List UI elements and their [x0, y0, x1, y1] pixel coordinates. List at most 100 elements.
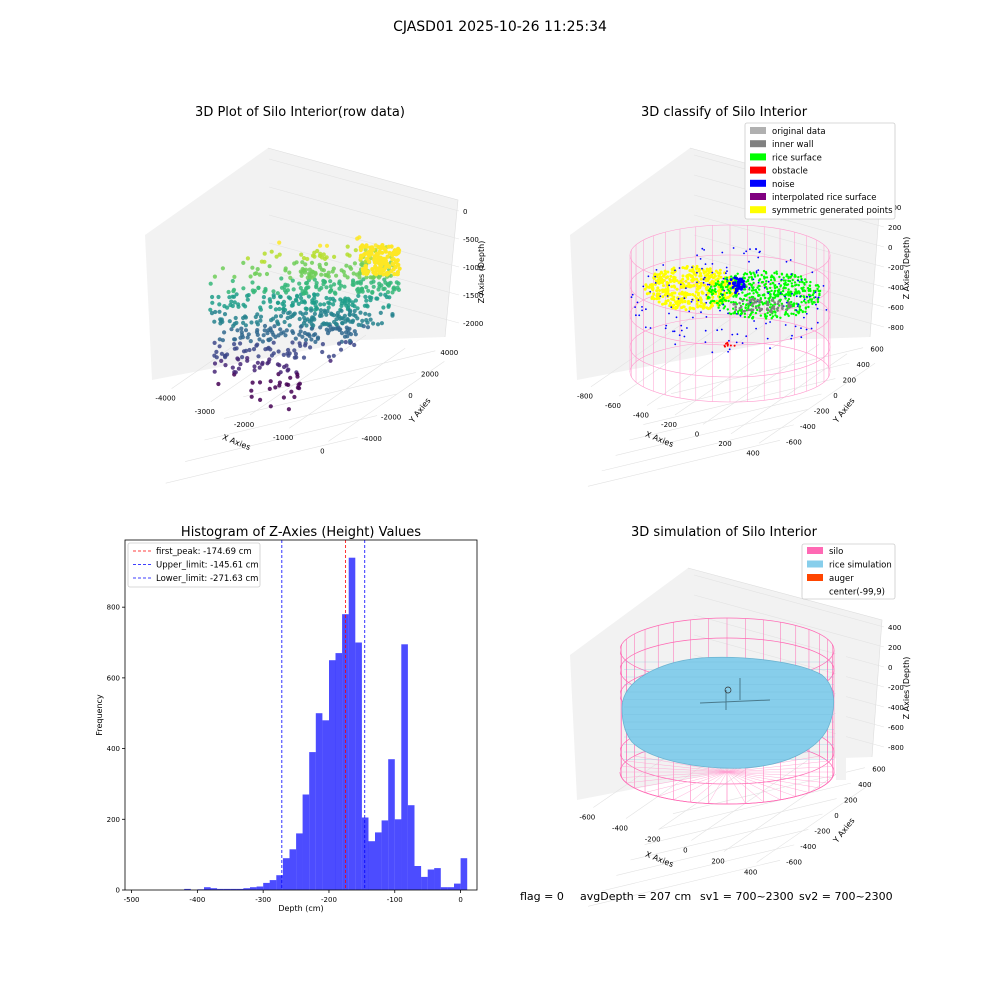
classify-symmetric-point — [668, 304, 672, 308]
histogram-legend-label: first_peak: -174.69 cm — [156, 547, 252, 557]
raw-z-tick-label: 0 — [463, 208, 467, 216]
histogram-bar — [243, 888, 250, 890]
classify-symmetric-point — [645, 292, 649, 296]
classify-rice-point — [801, 310, 804, 313]
raw-point — [313, 303, 318, 308]
classify-symmetric-point — [644, 283, 648, 287]
histogram-bar — [460, 858, 468, 890]
classify-noise-point — [705, 301, 708, 304]
classify-symmetric-point — [723, 283, 727, 287]
simulation-silo-floor-spoke — [626, 771, 728, 784]
classify-symmetric-point — [695, 287, 699, 291]
raw-point — [315, 335, 321, 340]
classify-rice-point — [790, 300, 793, 304]
cls-x-gridline — [618, 315, 736, 397]
cls-z-tick-label: 200 — [888, 224, 901, 232]
classify-rice-point — [751, 311, 754, 314]
simulation-legend-swatch — [807, 560, 823, 568]
classify-noise-point — [757, 256, 760, 259]
raw-point — [347, 338, 353, 343]
classify-wall-point — [738, 307, 742, 310]
raw-point — [268, 347, 273, 352]
classify-obstacle-point — [733, 344, 736, 347]
classify-rice-point — [726, 285, 729, 288]
classify-rice-point — [744, 306, 747, 309]
classify-noise-point — [817, 296, 820, 299]
classify-rice-point — [775, 315, 779, 319]
classify-rice-point — [718, 283, 721, 287]
raw-point — [277, 240, 282, 245]
histogram-y-tick-label: 0 — [116, 887, 120, 895]
raw-point — [300, 289, 305, 294]
classify-noise-point — [672, 330, 674, 333]
classify-rice-point — [744, 294, 747, 297]
raw-point — [302, 330, 307, 336]
classify-symmetric-point — [719, 275, 723, 279]
classify-rice-point — [769, 286, 772, 290]
classify-noise-point — [688, 310, 691, 313]
simulation-legend-label: center(-99,9) — [829, 588, 885, 598]
classify-wall-point — [754, 300, 758, 304]
classify-noise-point — [767, 292, 770, 295]
raw-point — [361, 324, 366, 329]
classify-symmetric-point — [652, 292, 656, 296]
classify-rice-point — [769, 282, 772, 286]
histogram-bar — [263, 882, 270, 890]
raw-point — [220, 338, 225, 343]
raw-point — [334, 317, 339, 322]
classify-rice-point — [778, 304, 781, 307]
classify-noise-point — [755, 248, 757, 251]
raw-point — [267, 357, 272, 362]
classify-symmetric-point — [723, 291, 727, 295]
classify-noise-point — [752, 278, 755, 281]
classify-noise-point — [791, 292, 793, 295]
classify-noise-point — [654, 282, 657, 284]
classify-symmetric-point — [657, 281, 661, 285]
classify-legend-label: original data — [772, 127, 826, 137]
classify-noise-point — [700, 311, 702, 314]
classify-noise-point — [686, 327, 688, 329]
raw-point — [337, 327, 342, 333]
classify-symmetric-point — [661, 274, 665, 278]
simulation-silo-floor-spoke — [726, 766, 833, 773]
classify-noise-point — [780, 278, 783, 281]
raw-point — [257, 272, 262, 277]
raw-point — [269, 249, 274, 254]
classify-noise-point — [641, 306, 643, 308]
raw-point — [338, 347, 344, 352]
classify-symmetric-point — [663, 269, 667, 273]
cls-y-gridline — [601, 424, 794, 472]
raw-point — [281, 307, 286, 312]
histogram-bar — [440, 887, 448, 890]
classify-noise-point — [735, 284, 739, 288]
classify-noise-point — [729, 278, 733, 282]
raw-point — [387, 250, 392, 256]
classify-wall-point — [772, 305, 776, 308]
classify-symmetric-point — [695, 284, 699, 288]
raw-point — [339, 303, 344, 308]
classify-noise-point — [703, 276, 706, 279]
classify-legend-label: inner wall — [772, 140, 813, 150]
histogram-reference-lines — [281, 540, 366, 890]
classify-rice-point — [748, 296, 751, 299]
classify-symmetric-point — [699, 277, 703, 281]
raw-point — [390, 257, 395, 262]
classify-symmetric-point — [669, 274, 673, 278]
raw-point — [268, 337, 273, 342]
raw-point — [373, 264, 378, 269]
classify-rice-point — [784, 279, 787, 282]
raw-point — [349, 266, 354, 271]
classify-rice-point — [794, 313, 798, 317]
histogram-bar — [230, 888, 237, 890]
simulation-silo-floor-spoke — [634, 771, 728, 789]
raw-point — [302, 315, 307, 320]
raw-point — [339, 316, 344, 321]
raw-point — [339, 268, 344, 273]
classify-rice-point — [802, 299, 806, 303]
simulation-rice-surface-mesh — [621, 656, 835, 769]
classify-rice-point — [797, 276, 800, 279]
raw-point — [370, 289, 375, 295]
classify-symmetric-point — [695, 277, 699, 281]
classify-noise-point — [678, 334, 681, 337]
raw-point — [256, 285, 261, 290]
